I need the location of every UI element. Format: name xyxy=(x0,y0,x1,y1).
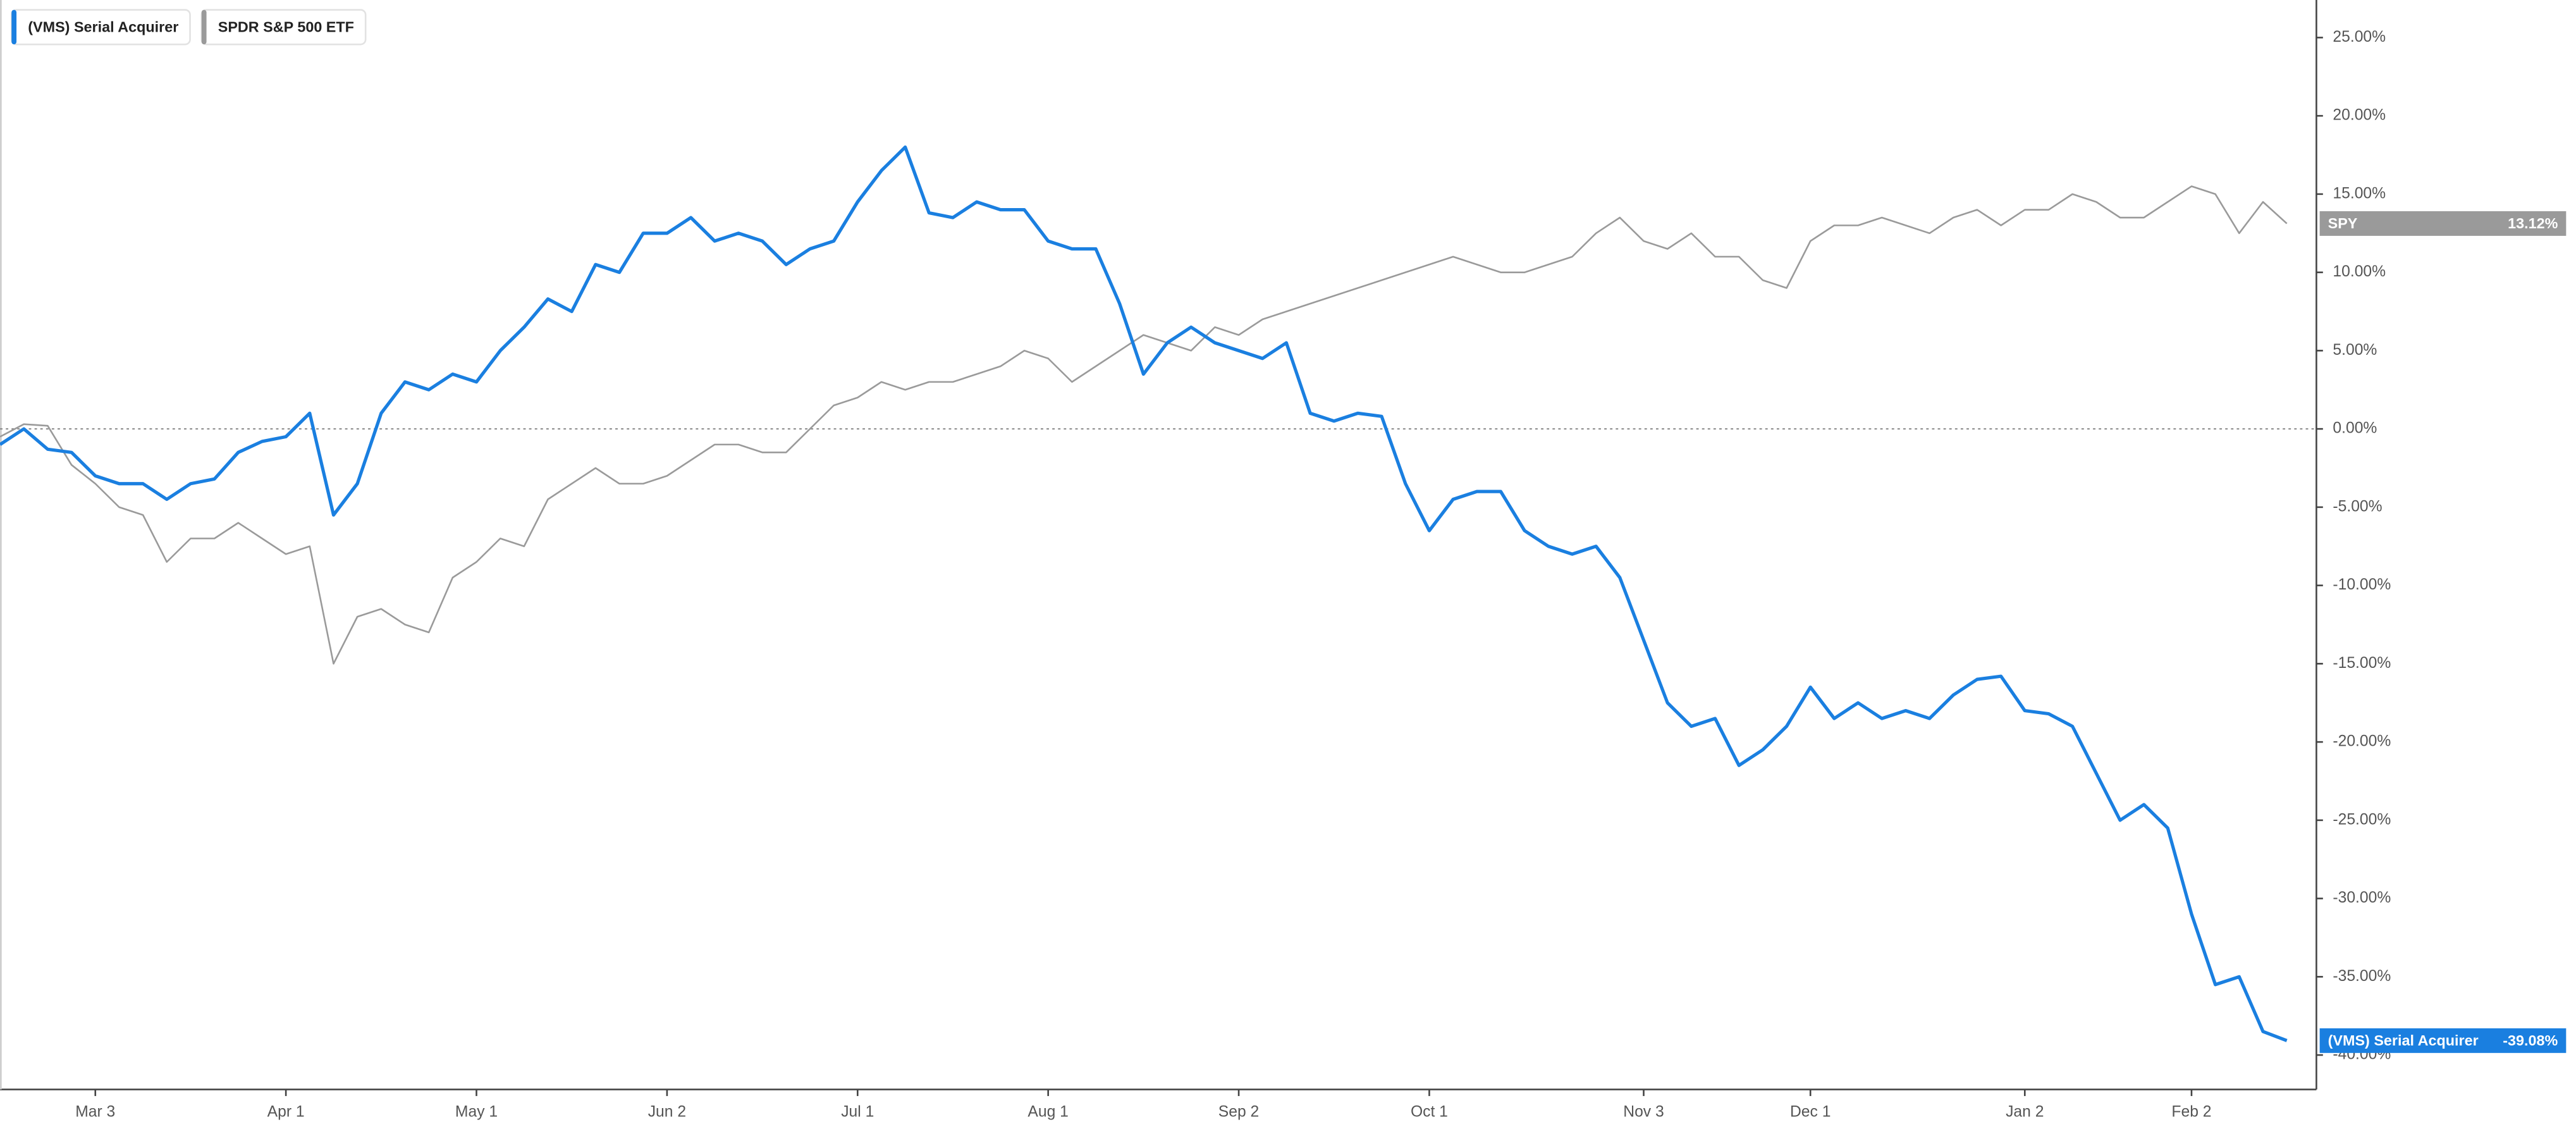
y-tick-label: -25.00% xyxy=(2333,811,2391,828)
legend-label: SPDR S&P 500 ETF xyxy=(218,18,354,35)
end-tag xyxy=(2319,1028,2567,1053)
y-tick-label: -15.00% xyxy=(2333,655,2391,672)
y-tick-label: -5.00% xyxy=(2333,498,2382,515)
y-tick-label: 0.00% xyxy=(2333,420,2377,437)
legend-item: (VMS) Serial Acquirer xyxy=(10,9,191,46)
x-tick-label: Oct 1 xyxy=(1411,1103,1448,1120)
x-tick-label: Apr 1 xyxy=(267,1103,305,1120)
x-tick-label: Jun 2 xyxy=(648,1103,686,1120)
y-tick-label: 25.00% xyxy=(2333,28,2386,46)
legend-swatch xyxy=(11,9,17,45)
x-tick-label: Nov 3 xyxy=(1623,1103,1664,1120)
y-tick-label: -35.00% xyxy=(2333,968,2391,985)
end-tag-value: -39.08% xyxy=(2503,1032,2558,1049)
x-tick-label: Mar 3 xyxy=(75,1103,115,1120)
y-tick-label: 10.00% xyxy=(2333,263,2386,280)
y-tick-label: -30.00% xyxy=(2333,889,2391,906)
y-tick-label: -20.00% xyxy=(2333,733,2391,750)
series-line xyxy=(0,185,2288,665)
legend-label: (VMS) Serial Acquirer xyxy=(28,18,178,35)
y-tick-label: 15.00% xyxy=(2333,185,2386,202)
series-line xyxy=(0,145,2288,1042)
end-tag xyxy=(2319,211,2567,236)
x-tick-label: Dec 1 xyxy=(1790,1103,1831,1120)
legend-box xyxy=(10,9,191,46)
x-tick-label: Jul 1 xyxy=(841,1103,874,1120)
end-tag-value: 13.12% xyxy=(2508,215,2558,231)
x-tick-label: May 1 xyxy=(455,1103,498,1120)
legend-item: SPDR S&P 500 ETF xyxy=(200,9,367,46)
x-tick-label: Jan 2 xyxy=(2006,1103,2044,1120)
end-tag-name: SPY xyxy=(2328,215,2358,231)
legend-swatch xyxy=(201,9,207,45)
x-tick-label: Aug 1 xyxy=(1027,1103,1068,1120)
x-tick-label: Feb 2 xyxy=(2171,1103,2211,1120)
y-tick-label: -10.00% xyxy=(2333,576,2391,593)
end-tag-name: (VMS) Serial Acquirer xyxy=(2328,1032,2479,1049)
y-tick-label: 5.00% xyxy=(2333,342,2377,359)
y-tick-label: 20.00% xyxy=(2333,107,2386,124)
x-tick-label: Sep 2 xyxy=(1218,1103,1259,1120)
